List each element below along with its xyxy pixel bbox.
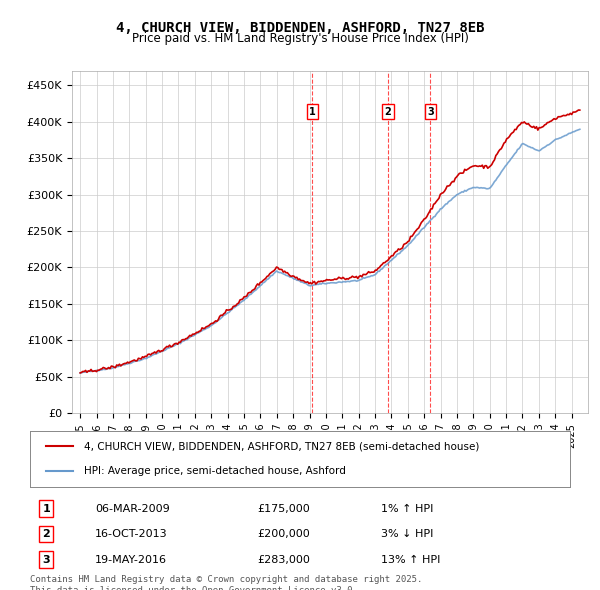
Text: 3% ↓ HPI: 3% ↓ HPI xyxy=(381,529,433,539)
Text: 19-MAY-2016: 19-MAY-2016 xyxy=(95,555,167,565)
Text: 3: 3 xyxy=(43,555,50,565)
Text: 13% ↑ HPI: 13% ↑ HPI xyxy=(381,555,440,565)
Text: 1: 1 xyxy=(43,504,50,513)
Text: 2: 2 xyxy=(385,107,391,117)
Text: 16-OCT-2013: 16-OCT-2013 xyxy=(95,529,167,539)
Text: 2: 2 xyxy=(43,529,50,539)
Text: 06-MAR-2009: 06-MAR-2009 xyxy=(95,504,170,513)
Text: 3: 3 xyxy=(427,107,434,117)
Text: 1% ↑ HPI: 1% ↑ HPI xyxy=(381,504,433,513)
Text: £175,000: £175,000 xyxy=(257,504,310,513)
Text: 4, CHURCH VIEW, BIDDENDEN, ASHFORD, TN27 8EB: 4, CHURCH VIEW, BIDDENDEN, ASHFORD, TN27… xyxy=(116,21,484,35)
Text: 1: 1 xyxy=(309,107,316,117)
Text: HPI: Average price, semi-detached house, Ashford: HPI: Average price, semi-detached house,… xyxy=(84,466,346,476)
Text: Price paid vs. HM Land Registry's House Price Index (HPI): Price paid vs. HM Land Registry's House … xyxy=(131,32,469,45)
Text: £283,000: £283,000 xyxy=(257,555,310,565)
Text: Contains HM Land Registry data © Crown copyright and database right 2025.
This d: Contains HM Land Registry data © Crown c… xyxy=(30,575,422,590)
Text: 4, CHURCH VIEW, BIDDENDEN, ASHFORD, TN27 8EB (semi-detached house): 4, CHURCH VIEW, BIDDENDEN, ASHFORD, TN27… xyxy=(84,441,479,451)
Text: £200,000: £200,000 xyxy=(257,529,310,539)
